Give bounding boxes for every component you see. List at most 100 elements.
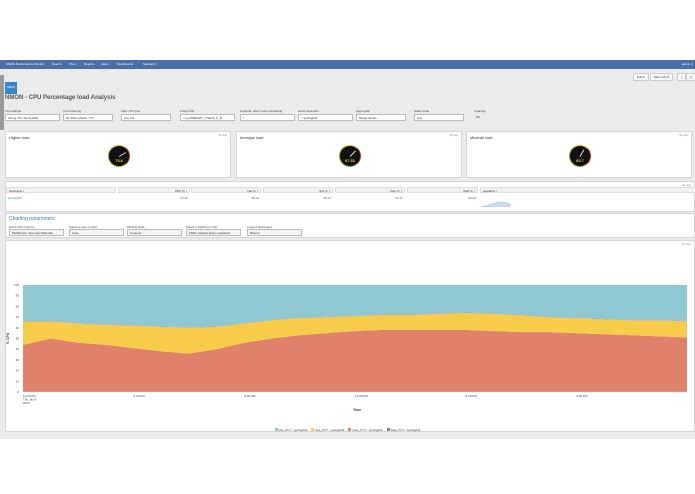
param-select[interactable]: MultiSeries: Sys,User,Wait,Idle	[9, 229, 64, 236]
param-select[interactable]: Connect	[127, 229, 182, 236]
column-header[interactable]: CPU % ↕	[118, 187, 190, 193]
gauge-dial: 73.6	[108, 145, 130, 167]
nav-pivot[interactable]: Pivot	[69, 62, 76, 66]
app-logo: NMON	[5, 82, 17, 94]
refresh-time: 5m ago	[679, 134, 688, 137]
table-cell: 67.52	[180, 196, 188, 200]
param-select[interactable]: Bottom	[247, 229, 302, 236]
legend-label: Wait_PCT : spufsgd44	[390, 427, 421, 432]
chart-legend: Idle_PCT : spufsgd44 Sys_PCT : spufsgd44 U…	[0, 418, 695, 436]
column-header[interactable]: Sys % ↕	[263, 187, 333, 193]
filter-label: Time Filtering	[63, 109, 82, 113]
area-series-user	[23, 329, 687, 392]
gauge-value: 67.52	[344, 158, 355, 163]
y-tick-label: 10	[16, 379, 20, 383]
legend-label: User_PCT : spufsgd44	[352, 427, 383, 432]
column-header[interactable]: User % ↕	[335, 187, 405, 193]
x-tick-label: 12:00 AM	[23, 394, 36, 398]
refresh-time: 5m ago	[449, 134, 458, 137]
gauge-value: 73.6	[115, 158, 123, 163]
page-title: NMON - CPU Percentage load Analysis	[5, 95, 116, 101]
nav-dashboards[interactable]: Dashboards	[117, 62, 134, 66]
column-header[interactable]: Wait % ↕	[407, 187, 478, 193]
param-label: Legend placement:	[247, 225, 273, 229]
filter-label: Aggregate	[356, 109, 370, 113]
filter-label: Filter OS Type	[121, 109, 141, 113]
nav-search[interactable]: Search	[52, 62, 62, 66]
param-label: Missing Data:	[127, 225, 146, 229]
filter-label: Frame IDs	[180, 109, 195, 113]
y-tick-label: 80	[16, 304, 20, 308]
table-cell: 35.24	[251, 196, 259, 200]
legend-item[interactable]: User_PCT : spufsgd44	[348, 427, 383, 432]
legend-swatch	[386, 428, 390, 431]
filter-input[interactable]: On	[476, 115, 481, 119]
brand-link[interactable]: NMON Performance Monitor	[6, 62, 45, 66]
param-select[interactable]: Area	[69, 229, 124, 236]
edit-button[interactable]: Edit ▾	[633, 73, 649, 81]
filter-label: Charting	[474, 109, 486, 113]
table-cell: 51.47	[395, 196, 403, 200]
gauge-dial: 67.52	[339, 145, 361, 167]
legend-item[interactable]: Idle_PCT : spufsgd44	[274, 428, 307, 432]
x-axis-label: Time	[353, 408, 361, 412]
more-info-button[interactable]: More Info ▾	[650, 73, 674, 81]
gauge-panel: Higher load 5m ago 73.6	[5, 131, 231, 178]
gauge-panel: Minimal load 5m ago 60.7	[466, 131, 692, 178]
nav-reports[interactable]: Reports	[84, 62, 95, 66]
nav-alerts[interactable]: Alerts	[101, 62, 109, 66]
host-link[interactable]: spufsgd44	[8, 196, 22, 200]
y-tick-label: 90	[16, 294, 20, 298]
legend-swatch	[311, 428, 315, 431]
y-axis-label: % CPU	[6, 332, 10, 344]
legend-item[interactable]: Sys_PCT : spufsgd44	[311, 428, 344, 432]
y-tick-label: 0	[17, 390, 19, 394]
gauge-needle	[118, 152, 127, 157]
y-tick-label: 100	[14, 283, 19, 287]
filter-input[interactable]: Single Series	[356, 114, 406, 121]
gauge-title: Minimal load	[470, 135, 493, 140]
filter-input[interactable]: Avg	[414, 114, 464, 121]
area-series-idle	[23, 285, 687, 328]
area-series-sys	[23, 312, 687, 354]
x-tick-label: 4:00 PM	[466, 394, 478, 398]
refresh-time: 5m ago	[682, 184, 691, 187]
x-tick-label: 8:00 PM	[576, 394, 588, 398]
param-label: Show CPU load by:	[9, 225, 36, 229]
param-select[interactable]: 100% stacked (lines excluded)	[186, 229, 241, 236]
params-title: Charting parameters:	[9, 216, 56, 222]
y-tick-label: 40	[16, 347, 20, 351]
filter-input[interactable]: Any OS	[121, 114, 171, 121]
filter-input[interactable]: × spufsgd44	[298, 114, 353, 121]
legend-item[interactable]: Wait_PCT : spufsgd44	[386, 427, 421, 432]
side-strip	[0, 75, 4, 130]
filter-label: Hosts Selection	[298, 109, 319, 113]
nav-settings[interactable]: Settings ▾	[143, 62, 157, 66]
y-tick-label: 30	[16, 358, 20, 362]
column-header[interactable]: hostname ↕	[6, 187, 116, 193]
legend-swatch	[348, 428, 352, 431]
user-menu[interactable]: admin ▾	[682, 62, 693, 66]
param-label: Select a stacking mode:	[186, 225, 218, 229]
column-header[interactable]: sparkline ↕	[480, 187, 695, 193]
legend-label: Sys_PCT : spufsgd44	[315, 427, 345, 432]
filter-label: Time Range	[5, 109, 22, 113]
y-tick-label: 60	[16, 326, 20, 330]
filter-label: Stats mode	[414, 109, 430, 113]
gauge-dial: 60.7	[569, 145, 591, 167]
gauge-needle	[349, 150, 357, 157]
gauge-needle	[579, 149, 585, 157]
export-icon[interactable]: ⤓	[677, 73, 687, 81]
gauge-title: Higher load	[9, 135, 30, 140]
print-icon[interactable]: ⎙	[686, 73, 695, 81]
filter-input[interactable]: No Filter (24/24, 7/7)	[63, 114, 113, 121]
filter-input[interactable]: during Thu Jan 8 2015	[5, 114, 60, 121]
column-header[interactable]: Idle % ↕	[191, 187, 261, 193]
x-tick-label: 12:00 PM	[355, 394, 368, 398]
filter-input[interactable]: *	[240, 114, 295, 121]
legend-swatch	[274, 428, 278, 431]
filter-input[interactable]: × H_IMDEART_770412_F_B	[180, 114, 235, 121]
gauge-panel: Average load 5m ago 67.52	[236, 131, 462, 178]
y-tick-label: 20	[16, 369, 20, 373]
